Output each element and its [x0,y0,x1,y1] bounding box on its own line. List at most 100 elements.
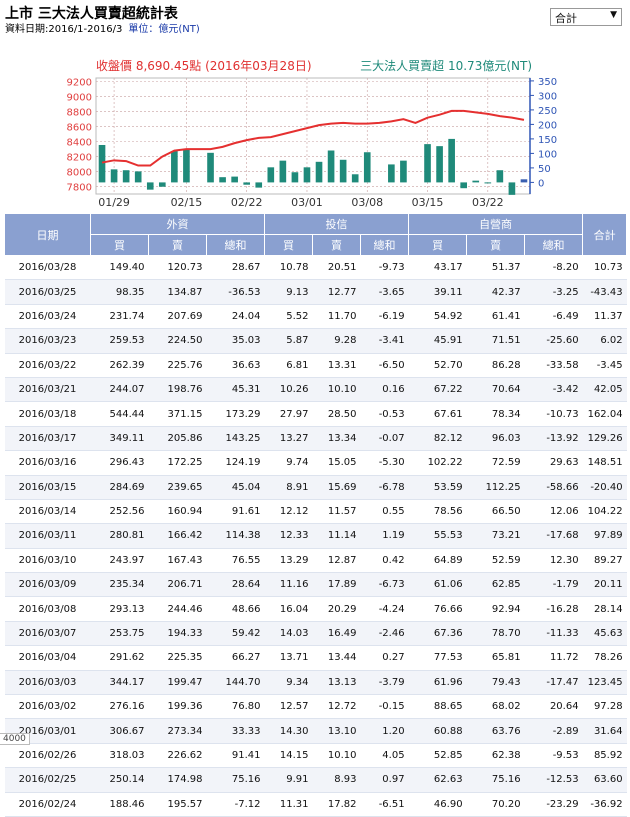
cell-value: 68.02 [466,694,525,720]
cell-value: 239.65 [148,475,207,500]
cell-value: 45.91 [408,328,467,354]
cell-value: 293.13 [90,596,149,622]
right-tick-label: 50 [538,164,551,175]
cell-date: 2016/03/02 [4,694,91,720]
table-row: 2016/02/24 188.46 195.57 -7.12 11.31 17.82 -6.… [4,792,627,817]
cell-value: 16.49 [312,621,361,647]
cell-date: 2016/03/18 [4,401,91,427]
cell-value: 28.50 [312,401,361,427]
cell-date: 2016/03/08 [4,596,91,622]
cell-value: -3.42 [524,377,583,403]
cell-value: 206.71 [148,572,207,598]
cell-value: 72.59 [466,450,525,476]
cell-value: 11.16 [264,572,313,598]
cell-value: 259.53 [90,328,149,354]
cell-value: 172.25 [148,450,207,476]
cell-value: 0.97 [360,767,409,793]
cell-value: 4.05 [360,743,409,769]
cell-value: 12.30 [524,548,583,574]
cell-value: -6.49 [524,304,583,330]
cell-value: 273.34 [148,718,207,744]
cell-value: 199.36 [148,694,207,720]
cell-value: -25.60 [524,328,583,354]
cell-value: 10.73 [582,255,627,281]
x-tick-label: 03/08 [351,196,383,209]
cell-value: 9.91 [264,767,313,793]
cell-value: 235.34 [90,572,149,598]
net-bar [110,169,118,183]
cell-value: -10.73 [524,401,583,427]
cell-value: 35.03 [206,328,265,354]
cell-value: 149.40 [90,255,149,281]
cell-value: 173.29 [206,401,265,427]
cell-value: 15.05 [312,450,361,476]
cell-value: 10.78 [264,255,313,281]
table-row: 2016/03/02 276.16 199.36 76.80 12.57 12.72 -0.… [4,694,627,720]
net-bar [171,151,178,183]
cell-value: 11.14 [312,523,361,549]
cell-value: 98.35 [90,279,149,305]
cell-value: 262.39 [90,353,149,378]
cell-value: 12.87 [312,548,361,574]
left-tick-label: 8000 [67,168,92,179]
left-tick-label: 8600 [67,123,92,134]
cell-value: 198.76 [148,377,207,403]
cell-value: 11.37 [582,304,627,330]
cell-value: 13.29 [264,548,313,574]
net-bar [291,172,299,183]
cell-value: 306.67 [90,718,149,744]
cell-date: 2016/03/01 [4,718,91,744]
cell-value: -2.46 [360,621,409,647]
institutional-trading-table: 日期 外資 投信 自營商 合計 買 賣 總和 買 賣 總和 買 賣 總和 201… [4,213,628,817]
cell-value: 102.22 [408,450,467,476]
cell-value: 76.66 [408,596,467,622]
header-buy: 買 [408,234,468,256]
cell-value: -6.50 [360,353,409,378]
net-bar [388,164,395,183]
cell-value: 104.22 [582,499,627,525]
cell-value: 129.26 [582,426,627,452]
cell-value: 67.36 [408,621,467,647]
cell-value: -5.30 [360,450,409,476]
cell-value: 31.64 [582,718,627,744]
cell-value: 63.60 [582,767,627,793]
cell-value: -9.53 [524,743,583,769]
cell-value: -36.92 [582,792,627,817]
cell-value: 61.96 [408,670,467,696]
table-row: 2016/03/23 259.53 224.50 35.03 5.87 9.28 -3.41… [4,328,627,354]
cell-value: 134.87 [148,279,207,305]
right-tick-label: 250 [538,106,557,117]
cell-value: 114.38 [206,523,265,549]
cell-value: 20.64 [524,694,583,720]
cell-value: 96.03 [466,426,525,452]
cell-value: 97.28 [582,694,627,720]
investor-type-select[interactable]: 合計 ▼ [550,8,622,26]
cell-date: 2016/03/24 [4,304,91,330]
cell-value: 11.72 [524,645,583,671]
cell-value: 11.70 [312,304,361,330]
cell-value: 66.50 [466,499,525,525]
left-tick-label: 8200 [67,153,92,164]
cell-value: 48.66 [206,596,265,622]
cell-value: -3.45 [582,353,627,378]
cell-value: 5.87 [264,328,313,354]
net-value-label: 三大法人買賣超 10.73億元(NT) [360,58,532,73]
x-tick-label: 01/29 [98,196,130,209]
cell-value: -16.28 [524,596,583,622]
cell-value: 20.11 [582,572,627,598]
cell-value: 205.86 [148,426,207,452]
cell-value: 89.27 [582,548,627,574]
cell-value: 13.13 [312,670,361,696]
cell-value: 148.51 [582,450,627,476]
cell-value: 349.11 [90,426,149,452]
cell-value: 16.04 [264,596,313,622]
right-tick-label: 200 [538,120,557,131]
cell-value: 27.97 [264,401,313,427]
cell-value: 45.31 [206,377,265,403]
cell-value: 75.16 [466,767,525,793]
cell-value: 0.27 [360,645,409,671]
net-bar [98,144,106,183]
cell-value: 67.61 [408,401,467,427]
scroll-offset-label: 4000 [0,733,30,745]
cell-date: 2016/03/15 [4,475,91,500]
